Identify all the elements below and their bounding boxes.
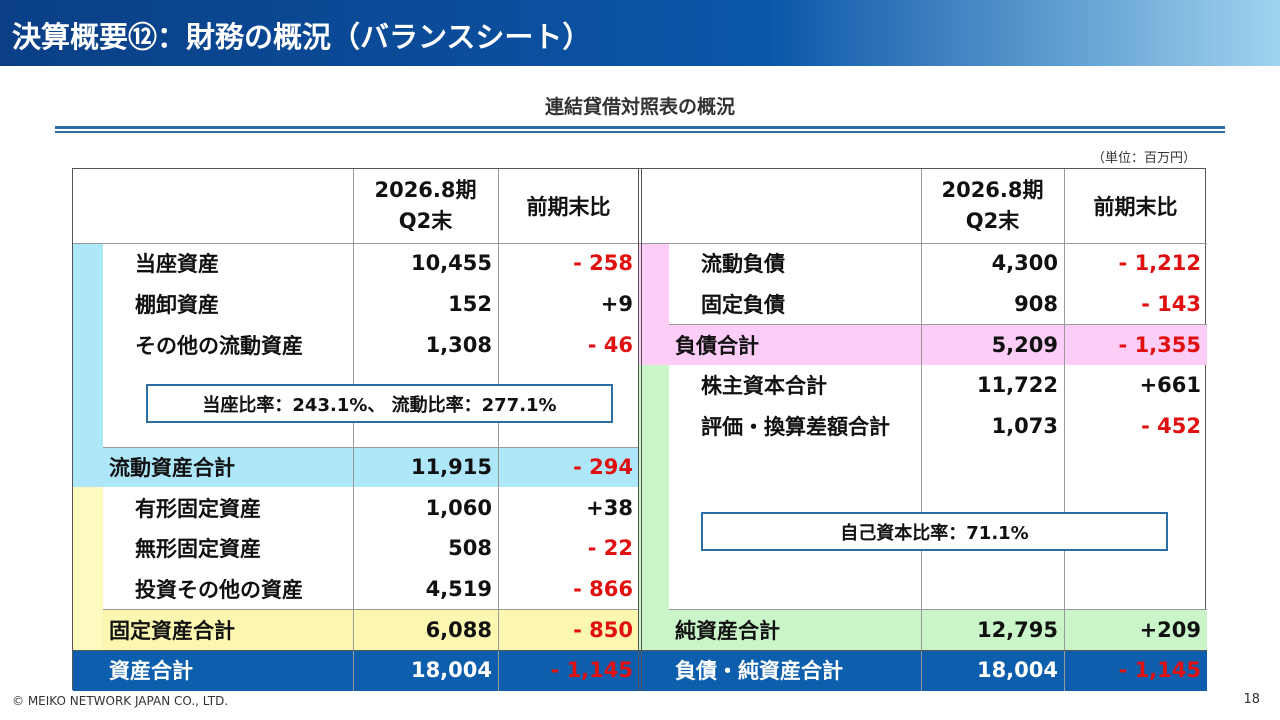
row-bg xyxy=(669,609,1207,650)
row-value: 18,004 xyxy=(410,658,492,683)
period-line: 2026.8期 xyxy=(374,178,477,202)
period-line: Q2末 xyxy=(965,209,1020,233)
row-bg xyxy=(639,650,1207,691)
row-change: - 1,145 xyxy=(1118,658,1201,683)
row-value: 18,004 xyxy=(976,658,1058,683)
row-bg xyxy=(103,609,639,650)
row-change: +9 xyxy=(600,292,633,317)
period-line: Q2末 xyxy=(398,209,453,233)
unit: （単位：百万円） xyxy=(1091,151,1196,166)
mid-line xyxy=(638,169,642,691)
row-bg xyxy=(669,324,1207,366)
period-header: 2026.8期 Q2末 xyxy=(353,169,498,243)
row-label: 有形固定資産 xyxy=(135,496,261,521)
row-value: 11,722 xyxy=(976,373,1058,398)
row-change: - 46 xyxy=(587,332,633,357)
row-value: 4,519 xyxy=(425,576,492,601)
row-label: 流動負債 xyxy=(701,252,785,277)
row-change: - 22 xyxy=(587,536,633,561)
rule xyxy=(55,126,1225,133)
row-value: 1,073 xyxy=(991,414,1058,439)
row-value: 6,088 xyxy=(425,617,492,642)
row-value: 1,308 xyxy=(425,332,492,357)
col-line xyxy=(353,169,354,691)
row-bg xyxy=(73,650,639,691)
row-value: 4,300 xyxy=(991,251,1058,276)
balance-table: 当座資産 10,455 - 258 棚卸資産 152 +9 その他の流動資産 1,308 - 4… xyxy=(72,168,1207,691)
row-value: 152 xyxy=(448,292,492,317)
row-bg xyxy=(103,446,639,488)
change-header: 前期末比 xyxy=(1093,195,1178,219)
period-header: 2026.8期 Q2末 xyxy=(921,169,1064,243)
row-change: - 850 xyxy=(573,617,633,642)
row-change: - 866 xyxy=(573,576,633,601)
copyright: © MEIKO NETWORK JAPAN CO., LTD. xyxy=(12,694,229,708)
row-label: 固定負債 xyxy=(701,293,785,318)
row-label: 株主資本合計 xyxy=(701,374,827,399)
row-label: その他の流動資産 xyxy=(135,333,303,358)
col-line xyxy=(1064,169,1065,691)
ratio-note: 当座比率：243.1%、 流動比率：277.1% xyxy=(146,384,613,423)
row-label: 評価・換算差額合計 xyxy=(701,415,890,440)
row-change: - 1,355 xyxy=(1118,332,1201,357)
col-line xyxy=(498,169,499,691)
strip xyxy=(73,487,103,650)
row-value: 908 xyxy=(1014,292,1058,317)
row-value: 5,209 xyxy=(991,332,1058,357)
strip xyxy=(639,243,669,366)
row-label: 無形固定資産 xyxy=(135,537,261,562)
row-value: 12,795 xyxy=(976,617,1058,642)
row-label: 当座資産 xyxy=(135,252,219,277)
change-header: 前期末比 xyxy=(526,195,611,219)
row-change: - 1,145 xyxy=(550,658,633,683)
row-value: 508 xyxy=(448,536,492,561)
row-change: - 294 xyxy=(573,454,633,479)
total-line xyxy=(73,650,1207,651)
row-change: - 1,212 xyxy=(1118,251,1201,276)
row-label: 純資産合計 xyxy=(675,618,780,643)
period-line: 2026.8期 xyxy=(941,178,1044,202)
row-value: 11,915 xyxy=(410,454,492,479)
header-line xyxy=(73,243,1207,244)
row-change: - 452 xyxy=(1141,414,1201,439)
subtitle: 連結貸借対照表の概況 xyxy=(544,96,735,118)
row-label: 棚卸資産 xyxy=(135,293,219,318)
row-change: +209 xyxy=(1139,617,1201,642)
page-number: 18 xyxy=(1243,692,1260,707)
row-label: 資産合計 xyxy=(109,659,193,684)
row-change: +38 xyxy=(586,495,633,520)
col-line xyxy=(921,169,922,691)
row-value: 10,455 xyxy=(410,251,492,276)
row-change: +661 xyxy=(1139,373,1201,398)
row-label: 負債合計 xyxy=(675,333,759,358)
row-label: 固定資産合計 xyxy=(109,618,235,643)
equity-note: 自己資本比率：71.1% xyxy=(701,512,1168,551)
row-change: - 258 xyxy=(573,251,633,276)
row-label: 負債・純資産合計 xyxy=(675,659,843,684)
row-change: - 143 xyxy=(1141,292,1201,317)
row-label: 投資その他の資産 xyxy=(135,577,303,602)
row-label: 流動資産合計 xyxy=(109,455,235,480)
strip xyxy=(639,365,669,650)
slide-title: 決算概要⑫：財務の概況（バランスシート） xyxy=(0,0,1280,66)
strip xyxy=(73,243,103,488)
row-value: 1,060 xyxy=(425,495,492,520)
